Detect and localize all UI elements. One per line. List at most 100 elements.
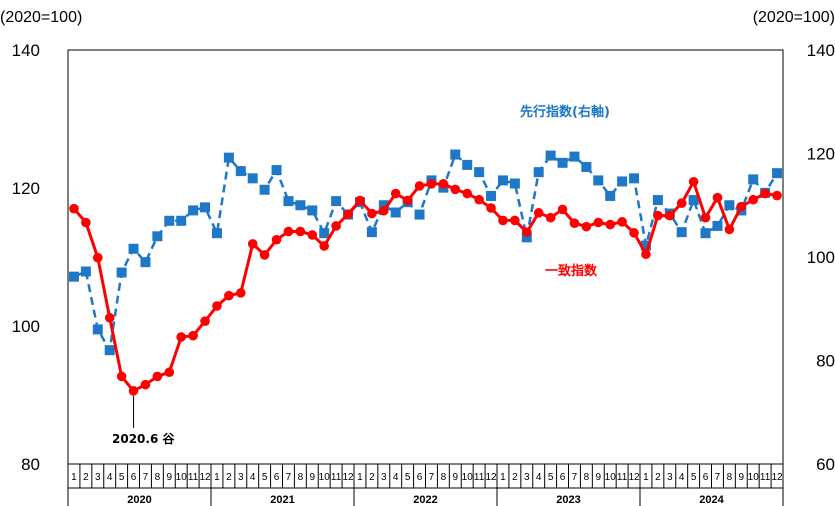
- leading-index-point: [450, 149, 461, 160]
- coincident-index-point: [378, 205, 389, 216]
- coincident-index-point: [498, 215, 508, 226]
- leading-index-point: [474, 167, 485, 178]
- month-label: 10: [462, 472, 474, 483]
- trough-annotation-text: 2020.6 谷: [112, 431, 175, 446]
- coincident-index-point: [128, 386, 139, 396]
- leading-index-point: [569, 151, 580, 162]
- month-label: 5: [405, 472, 411, 483]
- plot-frame: [67, 49, 784, 465]
- leading-index-point: [581, 161, 592, 172]
- coincident-index-point: [700, 212, 711, 223]
- right-axis-unit: (2020=100): [753, 9, 835, 26]
- leading-index-point: [605, 190, 616, 201]
- coincident-index-point: [450, 184, 461, 195]
- coincident-index-point: [152, 371, 163, 382]
- leading-index-point: [676, 227, 687, 238]
- month-label: 6: [560, 472, 566, 483]
- leading-index-point: [533, 167, 544, 178]
- coincident-index-point: [212, 301, 222, 311]
- month-label: 4: [536, 472, 542, 483]
- coincident-index-point: [81, 217, 91, 228]
- coincident-index-point: [319, 241, 330, 251]
- leading-index-point: [307, 205, 318, 216]
- leading-index-point: [247, 173, 258, 184]
- leading-index-point: [283, 196, 294, 207]
- month-label: 1: [500, 472, 506, 483]
- leading-index-point: [235, 166, 246, 177]
- right-tick-label: 100: [807, 248, 835, 267]
- month-label: 5: [262, 472, 268, 483]
- month-label: 10: [319, 472, 331, 483]
- coincident-index-point: [104, 312, 115, 323]
- coincident-index-point: [271, 234, 282, 245]
- leading-index-point: [724, 200, 735, 211]
- month-label: 9: [739, 472, 745, 483]
- leading-index-point: [748, 174, 759, 185]
- coincident-index-point: [569, 218, 580, 228]
- month-label: 9: [596, 472, 602, 483]
- leading-index-point: [68, 271, 79, 282]
- coincident-index-point: [116, 371, 127, 382]
- leading-index-point: [140, 257, 151, 268]
- coincident-index-point: [224, 290, 234, 301]
- month-label: 11: [760, 472, 771, 483]
- month-label: 10: [605, 472, 617, 483]
- coincident-index-point: [641, 249, 651, 260]
- month-label: 2: [83, 472, 89, 483]
- leading-index-point: [640, 240, 651, 251]
- coincident-index-point: [462, 188, 473, 199]
- month-label: 7: [715, 472, 721, 483]
- coincident-index-point: [581, 221, 592, 232]
- coincident-index-point: [259, 250, 270, 260]
- leading-index-point: [80, 266, 91, 277]
- coincident-index-point: [653, 210, 663, 221]
- year-label: 2020: [127, 494, 151, 506]
- month-label: 7: [429, 472, 435, 483]
- axes: [67, 49, 784, 465]
- month-label: 7: [143, 472, 149, 483]
- coincident-index-point: [748, 194, 759, 205]
- coincident-index-point: [676, 198, 687, 208]
- month-label: 8: [584, 472, 590, 483]
- coincident-index-point: [533, 208, 544, 218]
- leading-index-point: [164, 215, 175, 226]
- leading-index-point: [176, 215, 187, 226]
- leading-index-point: [557, 157, 568, 168]
- month-label: 1: [643, 472, 649, 483]
- leading-index-point: [128, 243, 139, 254]
- coincident-index-point: [438, 179, 449, 189]
- coincident-index-point: [283, 226, 294, 237]
- leading-index-point: [617, 176, 628, 187]
- coincident-index-series: [69, 176, 782, 396]
- coincident-index-point: [92, 252, 103, 263]
- coincident-index-point: [69, 203, 79, 214]
- month-label: 4: [679, 472, 685, 483]
- x-axis-labels: 1 2 3 4 5 6 7 8 9 10 11 12 1 2 3 4 5 6 7 8 9 10 11 12 1 2 3 4 5 6 7 8 9 1…: [67, 464, 784, 506]
- right-tick-label: 120: [807, 145, 835, 164]
- trough-annotation: 2020.6 谷: [112, 395, 175, 446]
- leading-index-point: [259, 184, 270, 195]
- month-label: 9: [453, 472, 459, 483]
- left-tick-label: 140: [12, 41, 40, 60]
- coincident-index-point: [474, 194, 484, 205]
- right-tick-label: 60: [816, 455, 835, 474]
- month-label: 7: [286, 472, 292, 483]
- coincident-index-point: [688, 176, 699, 187]
- coincident-index-point: [712, 192, 723, 203]
- month-label: 2: [512, 472, 518, 483]
- left-tick-label: 120: [12, 179, 40, 198]
- month-label: 11: [188, 472, 199, 483]
- coincident-index-point: [426, 179, 437, 189]
- coincident-index-point: [486, 203, 496, 213]
- coincident-index-point: [414, 181, 425, 191]
- coincident-index-point: [390, 188, 401, 199]
- leading-index-point: [509, 178, 520, 189]
- coincident-index-point: [343, 209, 353, 220]
- coincident-index-point: [724, 224, 735, 235]
- month-label: 8: [441, 472, 447, 483]
- leading-index-point: [593, 175, 604, 186]
- leading-index-point: [652, 195, 663, 206]
- year-label: 2021: [270, 494, 294, 506]
- coincident-index-point: [176, 332, 187, 342]
- month-label: 12: [628, 472, 640, 483]
